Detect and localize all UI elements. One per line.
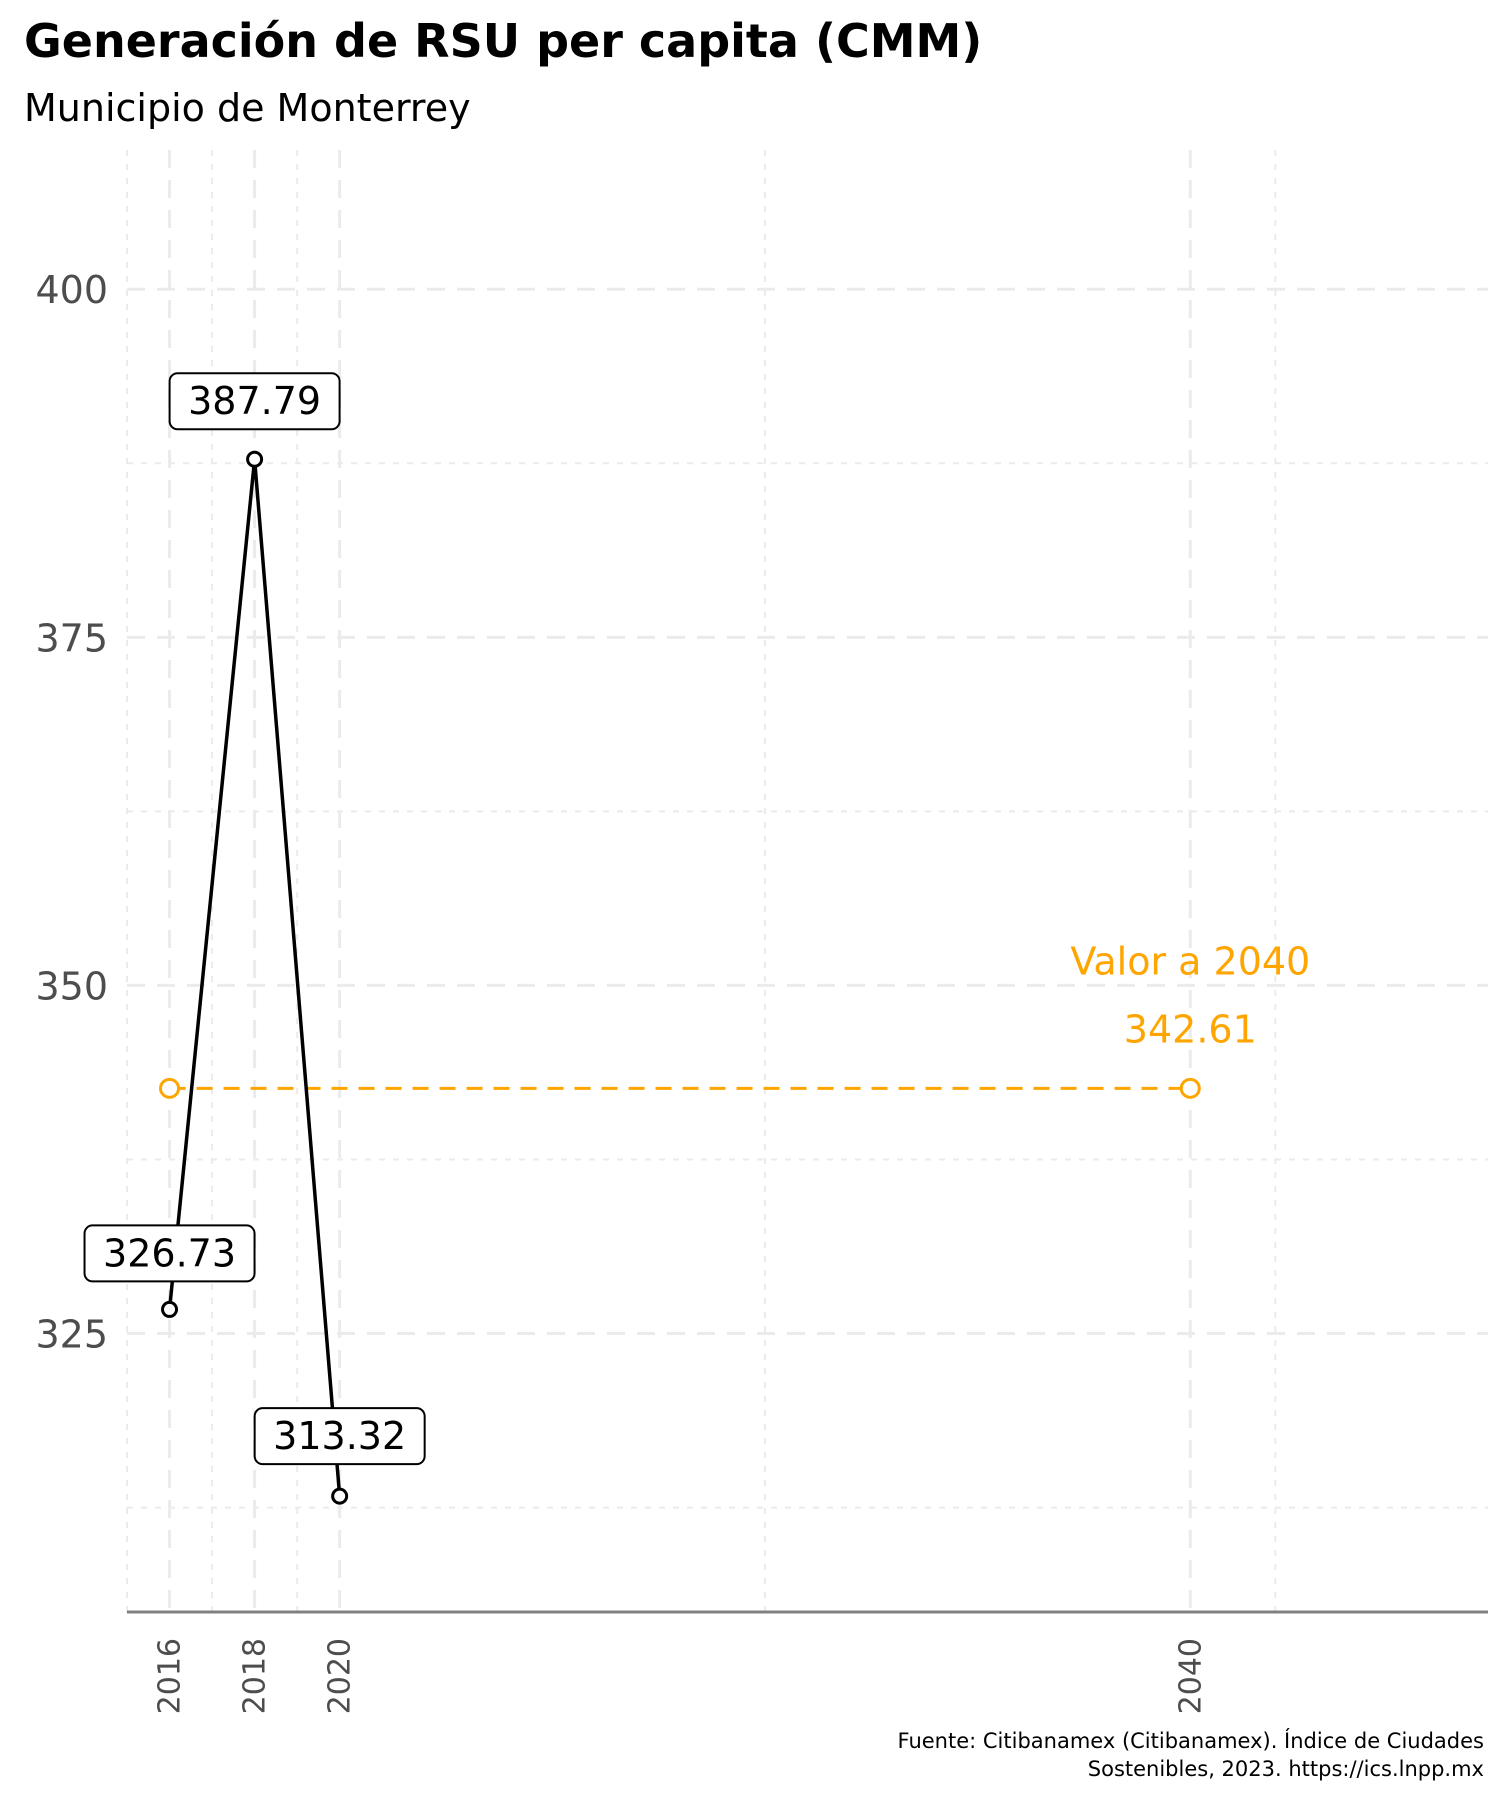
target-layer: Valor a 2040 342.61: [159, 939, 1310, 1099]
data-labels: 326.73 387.79 313.32: [83, 372, 426, 1466]
data-point: [246, 450, 264, 468]
y-tick-label: 375: [35, 616, 108, 660]
x-axis-ticks: 2016 2018 2020 2040: [153, 1638, 1209, 1714]
data-label-box: [83, 1224, 256, 1283]
data-label-box: [168, 372, 341, 431]
y-tick-label: 400: [35, 268, 108, 312]
chart-title: Generación de RSU per capita (CMM): [24, 14, 983, 68]
data-label: 387.79: [188, 379, 321, 423]
data-label-box: [253, 1407, 426, 1466]
data-point: [161, 1300, 179, 1318]
target-label-value: 342.61: [1124, 1007, 1257, 1051]
target-point: [159, 1077, 181, 1099]
x-tick-label: 2016: [153, 1638, 188, 1714]
x-tick-label: 2020: [323, 1638, 358, 1714]
x-tick-label: 2040: [1173, 1638, 1208, 1714]
data-point: [331, 1487, 349, 1505]
y-tick-label: 350: [35, 964, 108, 1008]
data-label: 313.32: [273, 1414, 406, 1458]
data-label: 326.73: [103, 1231, 236, 1275]
y-tick-label: 325: [35, 1313, 108, 1357]
x-tick-label: 2018: [238, 1638, 273, 1714]
target-point: [1179, 1077, 1201, 1099]
target-label-title: Valor a 2040: [1070, 939, 1310, 983]
source-caption: Fuente: Citibanamex (Citibanamex). Índic…: [898, 1727, 1484, 1783]
caption-line-2: Sostenibles, 2023. https://ics.lnpp.mx: [1087, 1757, 1484, 1781]
caption-line-1: Fuente: Citibanamex (Citibanamex). Índic…: [897, 1729, 1484, 1753]
chart-subtitle: Municipio de Monterrey: [24, 86, 471, 130]
y-axis-ticks: 325 350 375 400: [35, 268, 108, 1356]
series-layer: [161, 450, 349, 1505]
